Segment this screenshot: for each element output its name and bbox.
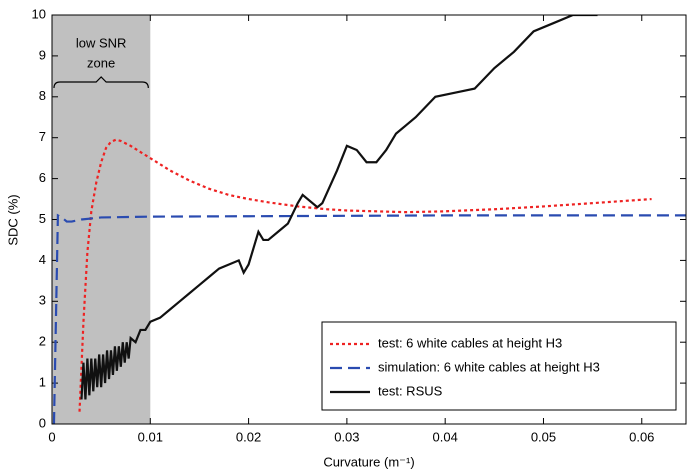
series-line bbox=[52, 213, 686, 424]
legend-label: simulation: 6 white cables at height H3 bbox=[378, 359, 600, 374]
series-line bbox=[78, 138, 652, 412]
x-tick-label: 0.03 bbox=[334, 429, 359, 444]
y-tick-label: 10 bbox=[32, 6, 46, 21]
y-axis-label: SDC (%) bbox=[5, 194, 20, 245]
plot-frame bbox=[51, 14, 687, 425]
y-tick-label: 5 bbox=[39, 211, 46, 226]
y-tick-label: 4 bbox=[39, 252, 46, 267]
y-tick-label: 2 bbox=[39, 334, 46, 349]
y-tick-label: 1 bbox=[39, 375, 46, 390]
series-line bbox=[80, 15, 598, 400]
legend-box bbox=[321, 321, 677, 411]
y-tick-label: 9 bbox=[39, 47, 46, 62]
annotation-bracket bbox=[53, 76, 149, 89]
x-tick-label: 0.06 bbox=[629, 429, 654, 444]
annotation: low SNR bbox=[76, 35, 127, 50]
x-tick-label: 0.04 bbox=[433, 429, 458, 444]
x-tick-label: 0 bbox=[48, 429, 55, 444]
y-tick-label: 3 bbox=[39, 293, 46, 308]
x-tick-label: 0.02 bbox=[236, 429, 261, 444]
y-tick-label: 6 bbox=[39, 170, 46, 185]
x-tick-label: 0.01 bbox=[138, 429, 163, 444]
y-tick-label: 8 bbox=[39, 88, 46, 103]
y-tick-label: 7 bbox=[39, 129, 46, 144]
annotation: zone bbox=[87, 55, 115, 70]
x-tick-label: 0.05 bbox=[531, 429, 556, 444]
legend-label: test: RSUS bbox=[378, 383, 443, 398]
y-tick-label: 0 bbox=[39, 415, 46, 430]
x-axis-label: Curvature (m⁻¹) bbox=[323, 454, 414, 469]
shaded-region bbox=[52, 15, 151, 424]
legend-label: test: 6 white cables at height H3 bbox=[378, 335, 562, 350]
